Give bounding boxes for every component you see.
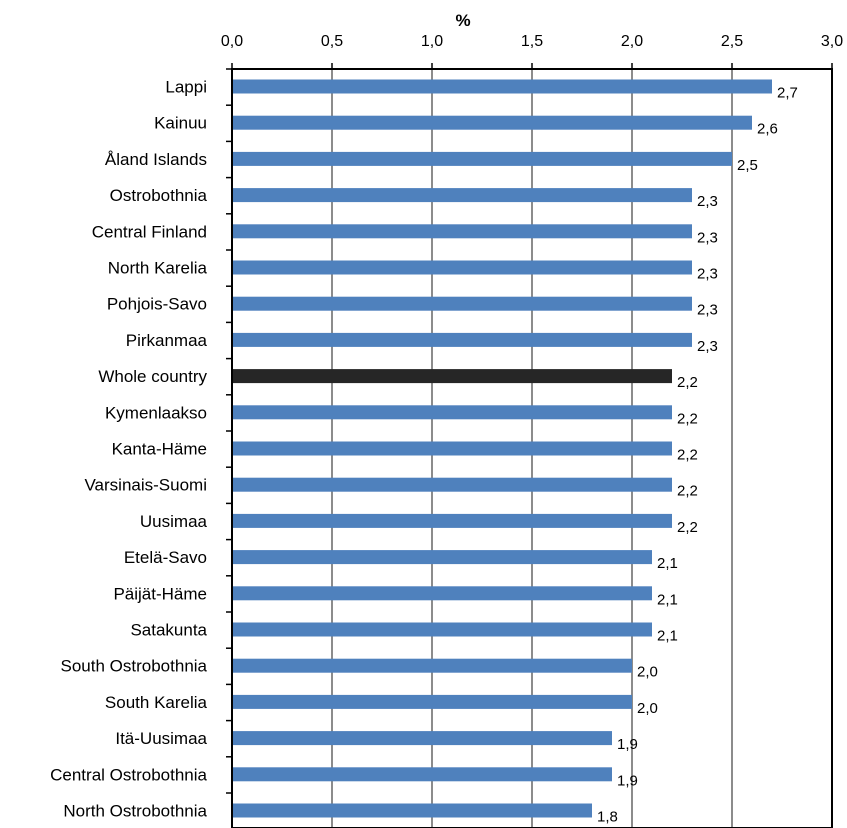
data-label: 2,3: [697, 193, 718, 210]
data-labels: 2,7 2,6 2,5 2,3 2,3 2,3 2,3 2,3 2,2 2,2 2,2 2,2 2,2 2…: [597, 85, 798, 826]
data-label: 2,2: [677, 519, 698, 536]
category-label: Pirkanmaa: [126, 331, 208, 350]
bar-10: [232, 441, 672, 456]
data-label: 2,2: [677, 447, 698, 464]
category-label: Pohjois-Savo: [107, 295, 207, 314]
bar-11: [232, 477, 672, 492]
bar-16: [232, 658, 632, 673]
x-axis-title: %: [455, 11, 470, 30]
x-tick-label: 0,0: [221, 33, 243, 50]
bar-13: [232, 550, 652, 565]
data-label: 2,0: [637, 700, 658, 717]
category-label: Central Ostrobothnia: [50, 765, 207, 784]
x-tick-label: 1,0: [421, 33, 443, 50]
bar-14: [232, 586, 652, 601]
bar-18: [232, 731, 612, 746]
data-label: 2,1: [657, 555, 678, 572]
category-label: Kainuu: [154, 114, 207, 133]
data-label: 2,2: [677, 410, 698, 427]
data-label: 1,9: [617, 736, 638, 753]
category-label: Itä-Uusimaa: [115, 729, 207, 748]
category-label: Etelä-Savo: [124, 548, 207, 567]
data-label: 2,3: [697, 229, 718, 246]
data-label: 1,9: [617, 772, 638, 789]
category-label: North Karelia: [108, 259, 208, 278]
data-label: 2,5: [737, 157, 758, 174]
bar-12: [232, 513, 672, 528]
category-label: Åland Islands: [105, 150, 207, 169]
data-label: 2,0: [637, 664, 658, 681]
bar-0: [232, 79, 772, 94]
bar-1: [232, 115, 752, 130]
bar-19: [232, 767, 612, 782]
bar-9: [232, 405, 672, 420]
bar-7: [232, 332, 692, 347]
category-label: Satakunta: [130, 621, 207, 640]
bar-4: [232, 224, 692, 239]
data-label: 2,3: [697, 266, 718, 283]
x-tick-label: 3,0: [821, 33, 843, 50]
x-tick-label: 1,5: [521, 33, 543, 50]
bar-8: [232, 369, 672, 384]
data-label: 2,6: [757, 121, 778, 138]
category-label: Päijät-Häme: [113, 584, 207, 603]
category-label: North Ostrobothnia: [63, 802, 207, 821]
category-label: Central Finland: [92, 222, 207, 241]
x-axis-tick-labels: 0,0 0,5 1,0 1,5 2,0 2,5 3,0: [221, 33, 843, 50]
data-label: 2,3: [697, 302, 718, 319]
bar-2: [232, 151, 732, 166]
category-label: Kymenlaakso: [105, 403, 207, 422]
data-label: 1,8: [597, 809, 618, 826]
category-label: South Karelia: [105, 693, 208, 712]
bar-20: [232, 803, 592, 818]
category-label: Whole country: [98, 367, 207, 386]
x-tick-label: 0,5: [321, 33, 343, 50]
bar-3: [232, 188, 692, 203]
category-label: South Ostrobothnia: [61, 657, 208, 676]
data-label: 2,1: [657, 591, 678, 608]
category-label: Varsinais-Suomi: [84, 476, 207, 495]
data-label: 2,3: [697, 338, 718, 355]
data-label: 2,7: [777, 85, 798, 102]
bar-17: [232, 694, 632, 709]
data-label: 2,2: [677, 374, 698, 391]
category-label: Lappi: [165, 78, 207, 97]
bar-5: [232, 260, 692, 275]
category-label: Kanta-Häme: [112, 440, 207, 459]
data-label: 2,1: [657, 628, 678, 645]
bar-6: [232, 296, 692, 311]
x-tick-label: 2,5: [721, 33, 743, 50]
category-label: Ostrobothnia: [110, 186, 208, 205]
x-tick-label: 2,0: [621, 33, 643, 50]
category-labels: Lappi Kainuu Åland Islands Ostrobothnia Cent…: [50, 78, 207, 821]
axis-ticks: [226, 63, 833, 794]
bar-15: [232, 622, 652, 637]
data-label: 2,2: [677, 483, 698, 500]
category-label: Uusimaa: [140, 512, 208, 531]
bars: [232, 79, 772, 818]
